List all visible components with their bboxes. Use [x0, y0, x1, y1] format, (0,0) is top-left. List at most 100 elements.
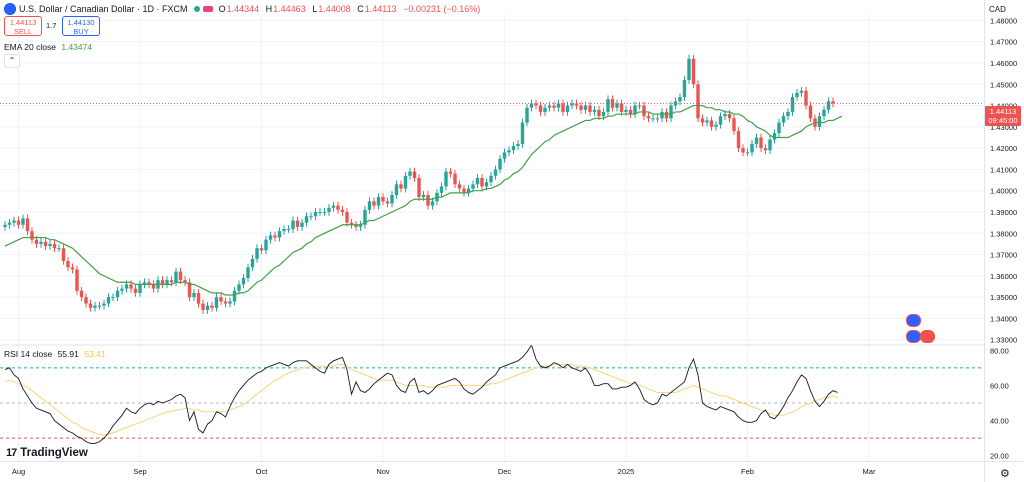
candle — [637, 105, 642, 107]
candle — [520, 122, 525, 144]
candle — [651, 118, 655, 120]
candle — [700, 118, 705, 123]
candle — [732, 118, 736, 132]
candle — [367, 201, 372, 210]
candle — [264, 239, 268, 251]
rsi-legend[interactable]: RSI 14 close 55.91 53.41 — [4, 349, 106, 359]
price-tick-label: 1.34000 — [990, 314, 1017, 323]
candle — [372, 201, 376, 206]
candle — [183, 280, 187, 283]
ema-legend-label: EMA 20 close — [4, 42, 56, 52]
candle — [232, 290, 237, 302]
candle — [169, 280, 174, 283]
candle — [696, 84, 700, 119]
candle — [358, 224, 363, 227]
candle — [498, 158, 502, 170]
candle — [511, 146, 516, 151]
candle — [534, 103, 538, 106]
buy-button[interactable]: 1.44130 BUY — [62, 16, 100, 36]
rsi-value: 55.91 — [57, 349, 79, 359]
time-tick-label: Nov — [376, 467, 390, 476]
candle — [529, 103, 534, 108]
candle — [201, 303, 205, 310]
candle — [507, 150, 511, 153]
candle — [583, 105, 588, 110]
sell-button[interactable]: 1.44113 SELL — [4, 16, 42, 36]
candle — [349, 222, 354, 225]
candle — [678, 97, 682, 102]
price-tick-label: 1.38000 — [990, 229, 1017, 238]
candles — [3, 54, 835, 314]
candle — [727, 114, 732, 119]
candle — [457, 184, 462, 189]
change-value: −0.00231 (−0.16%) — [403, 4, 481, 14]
rsi-tick-label: 40.00 — [990, 417, 1009, 426]
candle — [205, 305, 210, 310]
candle — [745, 152, 750, 154]
candle — [376, 197, 381, 206]
candle — [606, 99, 610, 112]
candle — [592, 109, 597, 112]
candle — [421, 194, 426, 198]
candle — [628, 109, 633, 115]
candle — [736, 131, 741, 149]
candle — [124, 284, 129, 289]
ema-legend[interactable]: EMA 20 close 1.43474 — [4, 42, 92, 52]
symbol-title[interactable]: U.S. Dollar / Canadian Dollar · 1D · FXC… — [19, 4, 188, 14]
candle — [408, 171, 412, 176]
candle — [7, 222, 12, 225]
candle — [340, 209, 345, 212]
candle — [655, 118, 660, 120]
candle — [691, 58, 696, 85]
candle — [799, 90, 804, 93]
candle — [493, 169, 498, 176]
price-tick-label: 1.33000 — [990, 336, 1017, 345]
candle — [588, 105, 592, 112]
candle — [475, 177, 480, 185]
buy-label: BUY — [73, 27, 89, 36]
rsi-line — [4, 343, 838, 444]
candle — [88, 303, 93, 308]
candle — [466, 188, 471, 193]
candle — [111, 297, 115, 299]
candle — [403, 175, 408, 189]
event-icon[interactable] — [906, 314, 921, 327]
candle — [66, 260, 70, 268]
event-icon[interactable] — [906, 330, 921, 343]
time-tick-label: 2025 — [618, 467, 635, 476]
collapse-legend-button[interactable]: ⌃ — [4, 54, 20, 68]
currency-selector[interactable]: CAD — [989, 5, 1006, 14]
candle — [133, 288, 138, 293]
time-tick-label: Oct — [256, 467, 269, 476]
market-open-icon — [193, 6, 200, 12]
candle — [142, 282, 147, 285]
price-tick-label: 1.43000 — [990, 123, 1017, 132]
candle — [277, 231, 282, 238]
price-tick-label: 1.46000 — [990, 59, 1017, 68]
candle — [547, 105, 552, 108]
gear-icon[interactable]: ⚙ — [1000, 468, 1010, 480]
candle — [642, 105, 646, 117]
candle — [174, 271, 178, 283]
candle — [25, 218, 30, 232]
last-price-label: 1.44113 09:45:00 — [985, 106, 1021, 126]
candle — [826, 101, 831, 110]
candle — [70, 267, 75, 270]
event-icon[interactable] — [920, 330, 935, 343]
time-tick-label: Mar — [863, 467, 876, 476]
candle — [601, 111, 606, 117]
candle — [714, 124, 718, 127]
candle — [561, 103, 565, 112]
candle — [633, 105, 637, 115]
candle — [291, 220, 295, 230]
alert-icon — [202, 6, 213, 12]
candle — [525, 107, 529, 123]
tradingview-logo[interactable]: 17 TradingView — [6, 447, 88, 459]
candle — [597, 109, 601, 117]
candle — [345, 212, 349, 223]
candle — [570, 103, 574, 106]
candle — [273, 235, 277, 238]
candle — [543, 107, 547, 112]
